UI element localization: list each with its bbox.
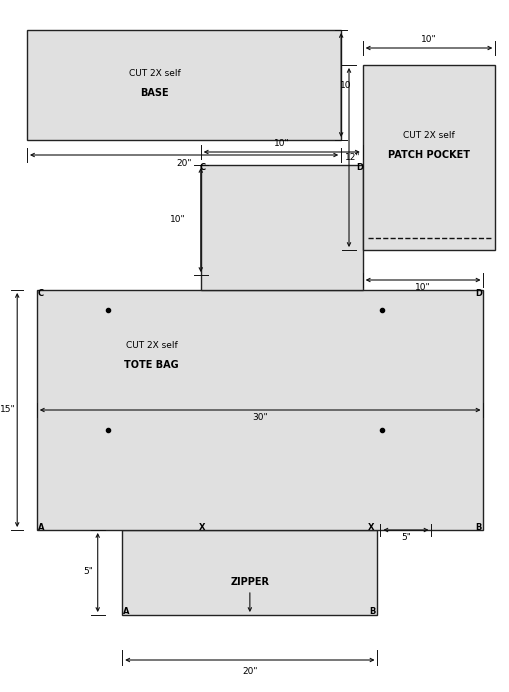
Text: 10": 10" bbox=[170, 215, 186, 224]
Text: 20": 20" bbox=[176, 158, 191, 167]
Text: X: X bbox=[198, 524, 205, 533]
Text: TOTE BAG: TOTE BAG bbox=[124, 360, 179, 370]
Text: PATCH POCKET: PATCH POCKET bbox=[387, 150, 469, 160]
Text: 30": 30" bbox=[251, 414, 267, 423]
Text: 10": 10" bbox=[273, 138, 289, 147]
Text: B: B bbox=[369, 608, 375, 617]
Text: 10": 10" bbox=[420, 35, 436, 44]
Text: D: D bbox=[356, 163, 362, 172]
Text: C: C bbox=[200, 163, 206, 172]
Text: C: C bbox=[38, 289, 44, 298]
Text: 15": 15" bbox=[0, 406, 15, 415]
Text: 20": 20" bbox=[242, 668, 257, 677]
Bar bbox=[37, 290, 483, 530]
Bar bbox=[201, 165, 362, 290]
Text: CUT 2X self: CUT 2X self bbox=[126, 340, 177, 349]
Text: BASE: BASE bbox=[140, 88, 168, 98]
Bar bbox=[362, 65, 494, 250]
Text: 5": 5" bbox=[400, 534, 410, 543]
Text: A: A bbox=[38, 524, 44, 533]
Text: 10": 10" bbox=[414, 284, 430, 293]
Text: 12": 12" bbox=[345, 152, 360, 161]
Text: D: D bbox=[474, 289, 481, 298]
Text: ZIPPER: ZIPPER bbox=[230, 577, 269, 587]
Text: CUT 2X self: CUT 2X self bbox=[402, 131, 454, 140]
Text: CUT 2X self: CUT 2X self bbox=[128, 69, 180, 78]
Text: B: B bbox=[474, 524, 481, 533]
Text: 5": 5" bbox=[83, 567, 93, 576]
Text: A: A bbox=[123, 608, 129, 617]
Bar bbox=[27, 30, 341, 140]
Bar bbox=[122, 530, 377, 615]
Text: X: X bbox=[367, 524, 374, 533]
Text: 10: 10 bbox=[340, 80, 351, 89]
